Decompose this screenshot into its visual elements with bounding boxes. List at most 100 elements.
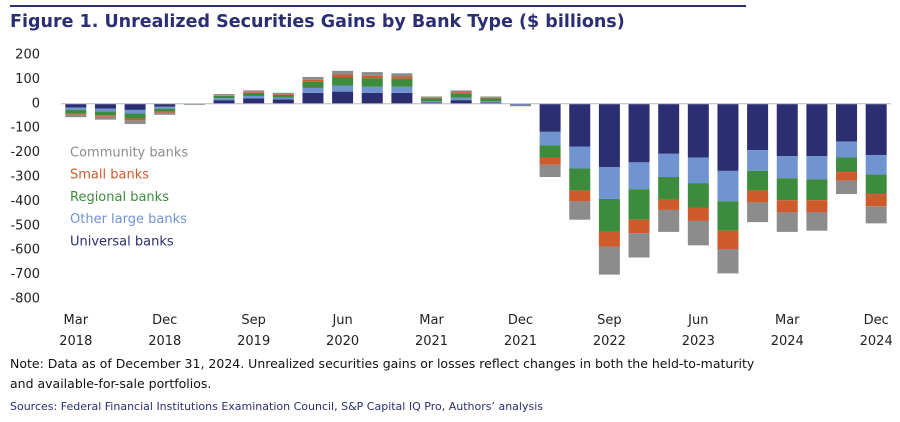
- bar-segment: [747, 190, 769, 203]
- bar-segment: [94, 111, 116, 116]
- bar-segment: [243, 92, 265, 93]
- bar-segment: [747, 202, 769, 223]
- y-tick-label: -800: [10, 292, 40, 307]
- bar-segment: [776, 200, 798, 213]
- y-tick-label: 200: [15, 48, 40, 63]
- bar-segment: [332, 70, 354, 75]
- bar-segment: [628, 219, 650, 234]
- bar-segment: [598, 103, 620, 168]
- bar-segment: [776, 212, 798, 232]
- bar-segment: [154, 111, 176, 113]
- bar-segment: [302, 79, 324, 82]
- bar-segment: [658, 209, 680, 232]
- bar-segment: [94, 108, 116, 112]
- x-tick-label: Sep 2022: [592, 313, 626, 349]
- bar-segment: [243, 92, 265, 96]
- x-tick-label: Sep 2019: [237, 313, 271, 349]
- chart-title: Figure 1. Unrealized Securities Gains by…: [10, 12, 625, 32]
- y-tick-label: -400: [10, 194, 40, 209]
- bar-segment: [598, 246, 620, 275]
- bar-segment: [361, 72, 383, 76]
- y-tick-label: -700: [10, 267, 40, 282]
- bar-segment: [65, 109, 87, 114]
- bar-segment: [658, 103, 680, 154]
- y-tick-label: -500: [10, 218, 40, 233]
- x-tick-label: Mar 2018: [59, 313, 93, 349]
- bar-segment: [154, 112, 176, 115]
- source: Sources: Federal Financial Institutions …: [10, 400, 543, 413]
- bar-segment: [717, 201, 739, 231]
- bar-segment: [391, 76, 413, 79]
- bar-segment: [480, 101, 502, 103]
- note: Note: Data as of December 31, 2024. Unre…: [10, 356, 755, 391]
- bar-segment: [302, 81, 324, 88]
- bar-segment: [124, 120, 146, 125]
- legend-label: Small banks: [70, 168, 149, 183]
- bar-segment: [865, 194, 887, 207]
- bar-segment: [658, 177, 680, 199]
- y-tick-label: -600: [10, 243, 40, 258]
- bar-segment: [717, 230, 739, 249]
- bar-segment: [480, 96, 502, 98]
- bar-segment: [272, 94, 294, 98]
- y-tick-label: -200: [10, 145, 40, 160]
- bar-segment: [243, 95, 265, 99]
- bar-segment: [569, 146, 591, 169]
- bar-segment: [391, 78, 413, 87]
- bar-segment: [65, 113, 87, 115]
- bar-segment: [717, 248, 739, 274]
- bar-segment: [806, 156, 828, 180]
- bar-segment: [243, 98, 265, 104]
- y-tick-label: 100: [15, 72, 40, 87]
- bar-segment: [687, 103, 709, 158]
- bar-segment: [94, 115, 116, 117]
- bar-segment: [628, 233, 650, 258]
- bar-segment: [65, 114, 87, 118]
- bar-segment: [332, 85, 354, 92]
- bar-segment: [391, 92, 413, 104]
- x-tick-label: Dec 2018: [148, 313, 182, 349]
- bar-segment: [865, 206, 887, 224]
- bar-segment: [776, 156, 798, 179]
- legend-label: Other large banks: [70, 212, 187, 227]
- bar-segment: [806, 212, 828, 231]
- bar-segment: [569, 190, 591, 202]
- bar-segment: [421, 98, 443, 102]
- bar-segment: [124, 103, 146, 110]
- bar-segment: [836, 180, 858, 195]
- bar-segment: [539, 103, 561, 132]
- y-tick-label: -100: [10, 121, 40, 136]
- bar-segment: [450, 100, 472, 104]
- bar-segment: [124, 118, 146, 121]
- bar-segment: [65, 103, 87, 108]
- bar-segment: [124, 113, 146, 119]
- bar-segment: [421, 97, 443, 99]
- bar-segment: [450, 92, 472, 94]
- bar-segment: [213, 95, 235, 99]
- y-tick-label: -300: [10, 170, 40, 185]
- bar-segment: [865, 103, 887, 156]
- bar-segment: [747, 150, 769, 171]
- bar-segment: [421, 96, 443, 98]
- bar-segment: [806, 200, 828, 213]
- bar-segment: [658, 198, 680, 210]
- bar-segment: [836, 103, 858, 142]
- bar-segment: [480, 102, 502, 104]
- bar-segment: [569, 201, 591, 220]
- bar-segment: [539, 164, 561, 177]
- x-tick-label: Jun 2023: [681, 313, 715, 349]
- bar-segment: [332, 76, 354, 86]
- bar-segment: [480, 98, 502, 102]
- bar-segment: [687, 207, 709, 221]
- bar-segment: [272, 94, 294, 95]
- bar-segment: [154, 103, 176, 107]
- x-tick-label: Dec 2024: [859, 313, 893, 349]
- bar-segment: [421, 102, 443, 104]
- bar-segment: [361, 92, 383, 104]
- bar-segment: [154, 108, 176, 112]
- bar-segment: [598, 198, 620, 232]
- bar-segment: [302, 87, 324, 93]
- bar-segment: [450, 97, 472, 101]
- bar-segment: [687, 157, 709, 184]
